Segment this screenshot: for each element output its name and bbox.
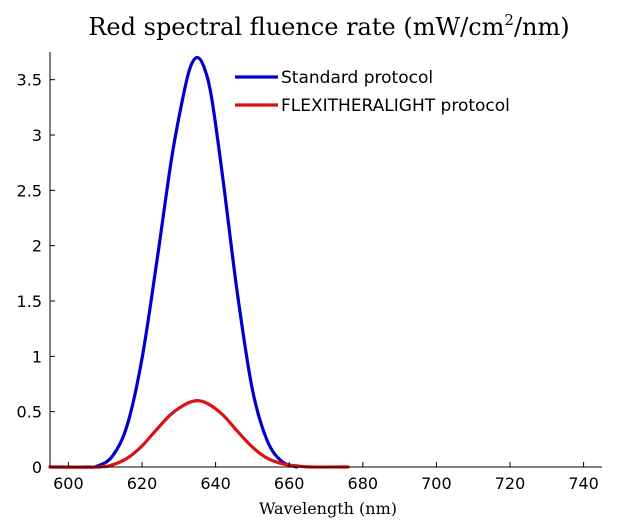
x-tick-label: 740	[568, 474, 599, 493]
x-tick-label: 680	[348, 474, 379, 493]
y-tick-label: 0	[32, 458, 42, 477]
legend: Standard protocol FLEXITHERALIGHT protoco…	[235, 68, 510, 116]
y-tick-label: 0.5	[17, 403, 42, 422]
y-tick-label: 2	[32, 237, 42, 256]
y-tick-label: 3.5	[17, 71, 42, 90]
series-layer	[48, 55, 350, 469]
chart-title-tail: /nm)	[514, 13, 570, 41]
series-line-flexitheralight-protocol	[48, 399, 350, 469]
y-ticks: 0 0.5 1 1.5 2 2.5 3 3.5	[17, 71, 55, 477]
series-line-standard-protocol	[48, 55, 299, 469]
y-tick-label: 1	[32, 347, 42, 366]
x-tick-label: 620	[127, 474, 158, 493]
x-tick-label: 600	[53, 474, 84, 493]
x-axis-label: Wavelength (nm)	[259, 499, 397, 518]
y-tick-label: 1.5	[17, 292, 42, 311]
x-tick-label: 700	[421, 474, 452, 493]
x-tick-label: 660	[274, 474, 305, 493]
y-tick-label: 2.5	[17, 181, 42, 200]
y-tick-label: 3	[32, 126, 42, 145]
x-tick-label: 720	[495, 474, 526, 493]
chart-title-main: Red spectral fluence rate (mW/cm	[88, 13, 504, 41]
chart-title: Red spectral fluence rate (mW/cm2/nm)	[88, 11, 569, 41]
chart-title-superscript: 2	[504, 11, 514, 29]
plot-area	[50, 52, 602, 467]
x-ticks: 600 620 640 660 680 700 720 740	[53, 462, 599, 493]
x-tick-label: 640	[200, 474, 231, 493]
legend-entry-label: FLEXITHERALIGHT protocol	[281, 96, 510, 116]
legend-entry-label: Standard protocol	[281, 68, 433, 88]
